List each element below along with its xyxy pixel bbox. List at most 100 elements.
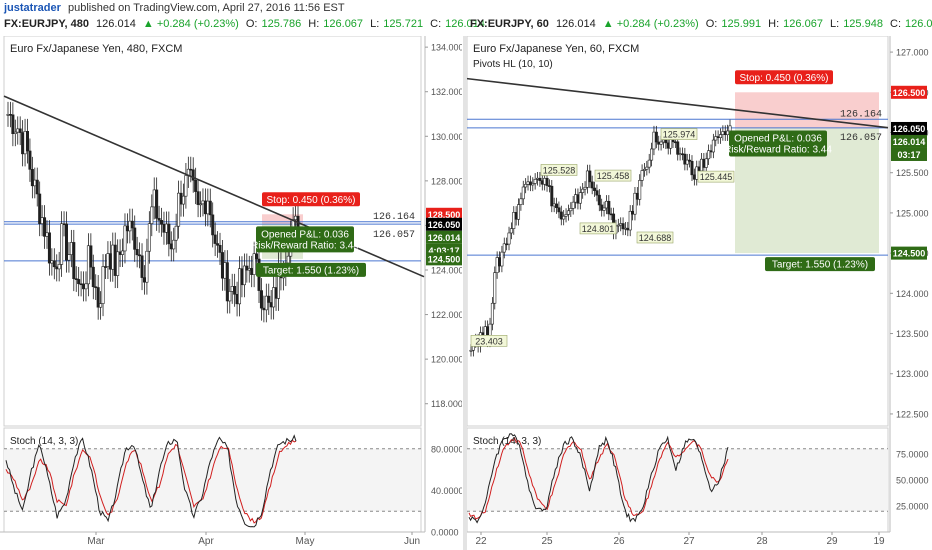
candle-body [225, 262, 229, 302]
candle-body [174, 225, 178, 241]
stoch-title: Stoch (14, 3, 3) [10, 436, 78, 447]
panel-divider[interactable] [463, 36, 467, 550]
candle-body [633, 192, 637, 215]
candle-body [547, 185, 551, 187]
chart-panel-right[interactable]: 125.974 125.528 125.458 125.445 124.801 124.6… [467, 36, 929, 550]
price-marker-label: 124.500 [428, 254, 461, 264]
stop-badge [262, 192, 360, 207]
candle-body [60, 223, 64, 265]
candle-body [609, 213, 613, 216]
candle-body [164, 223, 168, 233]
chart-60-svg[interactable]: 125.974 125.528 125.458 125.445 124.801 124.6… [467, 36, 932, 550]
candle-body [223, 262, 227, 279]
candle-body [545, 177, 549, 186]
price-marker [426, 252, 462, 266]
candle-body [536, 177, 540, 180]
stoch-tick-label: 80.0000 [431, 444, 462, 454]
time-tick-label: 25 [541, 536, 553, 547]
candle-body [500, 251, 504, 267]
stop-zone [735, 92, 879, 129]
price-tick-label: 125.000 [896, 208, 929, 218]
candle-body [616, 224, 620, 227]
candle-body [550, 185, 554, 207]
price-marker [891, 121, 927, 135]
candle-body [552, 203, 556, 207]
change-value: ▲ +0.284 (+0.23%) [602, 18, 699, 30]
candle-body [495, 257, 499, 273]
candle-body [528, 181, 532, 186]
time-tick-label: Apr [198, 536, 214, 547]
candle-body [84, 283, 88, 290]
candle-body [697, 166, 701, 172]
candle-body [74, 278, 78, 280]
stoch-tick-label: 40.0000 [431, 486, 462, 496]
candle-body [707, 150, 711, 160]
candle-body [269, 302, 273, 308]
time-tick-label: Mar [87, 536, 105, 547]
candle-body [179, 192, 183, 205]
candle-body [602, 207, 606, 211]
candle-body [721, 131, 725, 135]
publish-bar: justatrader published on TradingView.com… [0, 0, 932, 16]
candle-body [517, 204, 521, 220]
candle-body [531, 183, 535, 186]
candle-body [595, 190, 599, 196]
candle-body [638, 180, 642, 200]
candle-body [543, 177, 547, 185]
candle-body [121, 250, 125, 255]
candle-body [57, 264, 61, 270]
target-label: Target: 1.550 (1.23%) [772, 260, 868, 271]
pivot-label: 125.974 [663, 130, 696, 140]
candle-body [683, 153, 687, 165]
candle-body [631, 210, 635, 215]
candle-body [21, 132, 25, 155]
candle-body [150, 206, 154, 224]
candle-body [566, 210, 570, 215]
pivot-label-box [540, 164, 578, 176]
candle-body [8, 114, 12, 116]
candle-body [650, 148, 654, 161]
candle-body [619, 223, 623, 226]
candle-body [86, 245, 90, 285]
candle-body [64, 223, 68, 261]
last-price: 126.014 [96, 18, 136, 30]
candle-body [540, 180, 544, 185]
price-marker [426, 207, 462, 221]
candle-body [690, 160, 694, 176]
symbol-label[interactable]: FX:EURJPY, 480 [4, 18, 89, 30]
risk-reward-label: Risk/Reward Ratio: 3.44 [251, 240, 359, 251]
candle-body [562, 215, 566, 220]
price-plot-frame [467, 36, 889, 427]
price-marker-label: 126.050 [893, 124, 926, 134]
candle-body [255, 253, 259, 260]
candle-body [659, 141, 663, 145]
candle-body [557, 207, 561, 213]
stoch-k-line [468, 433, 729, 524]
pivot-label-box [470, 335, 508, 347]
candle-body [169, 243, 173, 250]
candle-body [469, 349, 473, 352]
stoch-tick-label: 75.0000 [896, 450, 929, 460]
candle-body [661, 139, 665, 143]
line-value-label: 126.164 [373, 212, 415, 223]
candle-body [493, 272, 497, 304]
chart-panel-left[interactable]: Stop: 0.450 (0.36%) Opened P&L: 0.036 Risk… [0, 36, 462, 550]
candle-body [709, 150, 713, 153]
candle-body [685, 159, 689, 165]
target-badge [765, 257, 875, 272]
candle-body [272, 287, 276, 308]
chart-480-svg[interactable]: Stop: 0.450 (0.36%) Opened P&L: 0.036Risk… [0, 36, 462, 550]
price-tick-label: 123.500 [896, 329, 929, 339]
stoch-band [4, 448, 421, 512]
price-marker [891, 147, 927, 161]
price-tick-label: 118.000 [431, 399, 462, 409]
time-tick-label: 19 [873, 536, 885, 547]
symbol-label[interactable]: FX:EURJPY, 60 [470, 18, 549, 30]
pivot-label: 124.688 [639, 233, 672, 243]
candle-body [35, 179, 39, 195]
author-link[interactable]: justatrader [4, 2, 61, 14]
time-tick-label: 28 [756, 536, 768, 547]
candle-body [101, 266, 105, 304]
candle-body [669, 139, 673, 149]
price-marker-label: 4:03:17 [428, 246, 459, 256]
